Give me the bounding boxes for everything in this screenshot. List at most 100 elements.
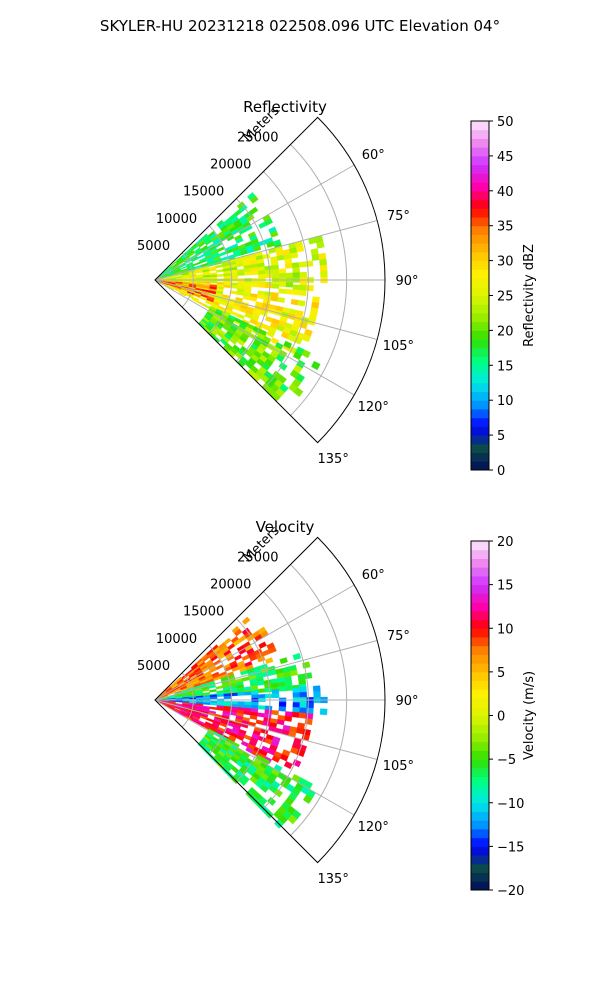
colorbar-band xyxy=(471,417,489,427)
colorbar-band xyxy=(471,837,489,847)
radar-cell xyxy=(269,230,279,238)
radar-cell xyxy=(270,296,279,302)
radar-cell xyxy=(285,288,293,295)
radar-cell xyxy=(161,282,169,286)
colorbar-band xyxy=(471,593,489,603)
colorbar-band xyxy=(471,234,489,244)
radial-tick-label: 25000 xyxy=(237,550,278,565)
colorbar-band xyxy=(471,190,489,201)
colorbar-band xyxy=(471,330,489,340)
colorbar-band xyxy=(471,706,489,716)
radar-cell xyxy=(285,272,294,278)
colorbar-band xyxy=(471,164,489,174)
radar-cell xyxy=(236,313,245,320)
radar-cell xyxy=(209,280,218,284)
radial-tick-label: 20000 xyxy=(210,578,251,593)
azimuth-spoke xyxy=(154,279,378,341)
radar-cell xyxy=(256,294,265,300)
colorbar-band xyxy=(471,558,489,568)
colorbar-band xyxy=(471,216,489,227)
radar-cell xyxy=(278,288,286,294)
radar-cell xyxy=(311,296,320,304)
radar-cell xyxy=(285,282,294,288)
colorbar-band xyxy=(471,147,489,157)
azimuth-spoke xyxy=(154,164,355,281)
angular-tick-label: 75° xyxy=(387,629,410,644)
radar-cell xyxy=(290,299,299,306)
radar-cell xyxy=(216,693,225,697)
angular-tick-label: 60° xyxy=(362,568,385,583)
radar-cell xyxy=(299,691,307,698)
radar-cell xyxy=(258,694,266,699)
radar-cell xyxy=(223,637,232,645)
radar-cell xyxy=(196,277,204,280)
radar-cell xyxy=(296,727,305,735)
sector-frame xyxy=(154,116,386,444)
radar-cell xyxy=(278,702,287,708)
colorbar-band xyxy=(471,269,489,279)
radar-cell xyxy=(258,641,267,649)
radar-cell xyxy=(174,286,182,291)
colorbar-label: Reflectivity dBZ xyxy=(522,244,537,347)
angular-tick-label: 75° xyxy=(387,209,410,224)
radar-cell xyxy=(249,195,259,204)
radar-cell xyxy=(258,274,266,279)
colorbar-band xyxy=(471,715,489,725)
radar-cell xyxy=(262,253,271,260)
radar-cell xyxy=(264,283,273,289)
radar-cell xyxy=(273,788,283,798)
colorbar-band xyxy=(471,872,489,882)
radar-cell xyxy=(251,270,259,276)
radar-cell xyxy=(233,654,243,661)
panel-title: Reflectivity xyxy=(243,98,327,116)
colorbar-band xyxy=(471,304,489,314)
radar-cell xyxy=(306,702,314,709)
radar-cell xyxy=(311,360,321,371)
radial-tick-label: 25000 xyxy=(237,130,278,145)
radar-cell xyxy=(264,265,273,271)
radar-cell xyxy=(299,686,307,693)
colorbar-band xyxy=(471,443,489,454)
colorbar: −20 −15 −10 −5 0 5 10 15 20 Velocity (m/s) xyxy=(470,535,537,899)
colorbar-band xyxy=(471,820,489,830)
radar-cell xyxy=(271,755,281,763)
radar-cell xyxy=(271,689,280,695)
radar-cell xyxy=(215,685,224,690)
azimuth-spoke xyxy=(154,279,355,396)
colorbar-band xyxy=(471,347,489,358)
radial-tick-label: 15000 xyxy=(183,605,224,620)
polar-grid xyxy=(154,144,385,416)
radar-cell xyxy=(278,686,286,692)
radar-cell xyxy=(244,271,252,276)
radar-cell xyxy=(271,693,280,699)
colorbar-band xyxy=(471,671,489,682)
colorbar-band xyxy=(471,584,489,594)
radar-cell xyxy=(218,251,227,257)
radar-cell xyxy=(271,283,280,289)
radar-cell xyxy=(237,272,245,276)
colorbar-tick-label: −15 xyxy=(497,840,524,855)
colorbar-band xyxy=(471,619,489,629)
radar-cell xyxy=(297,299,306,307)
radar-cell xyxy=(253,245,262,252)
radar-cell xyxy=(292,267,300,273)
colorbar-band xyxy=(471,828,489,839)
radial-tick-label: 5000 xyxy=(137,659,170,674)
colorbar-tick-label: 40 xyxy=(497,185,514,200)
panel-title: Velocity xyxy=(256,518,315,536)
angular-tick-label: 105° xyxy=(383,759,414,774)
radar-cell xyxy=(292,707,300,713)
radar-cell xyxy=(268,646,277,654)
radar-cell xyxy=(298,678,307,686)
colorbar-tick-label: −5 xyxy=(497,753,516,768)
radar-cell xyxy=(298,712,307,719)
colorbar-tick-label: 15 xyxy=(497,579,514,594)
colorbar-band xyxy=(471,645,489,655)
radar-cell xyxy=(258,283,266,288)
colorbar: 0 5 10 15 20 25 30 35 40 45 50 Reflectivity dBZ xyxy=(470,115,537,479)
colorbar-band xyxy=(471,689,489,699)
radar-cell xyxy=(283,761,293,770)
radar-cell xyxy=(208,290,217,295)
radial-tick-label: 20000 xyxy=(210,158,251,173)
colorbar-band xyxy=(471,741,489,751)
